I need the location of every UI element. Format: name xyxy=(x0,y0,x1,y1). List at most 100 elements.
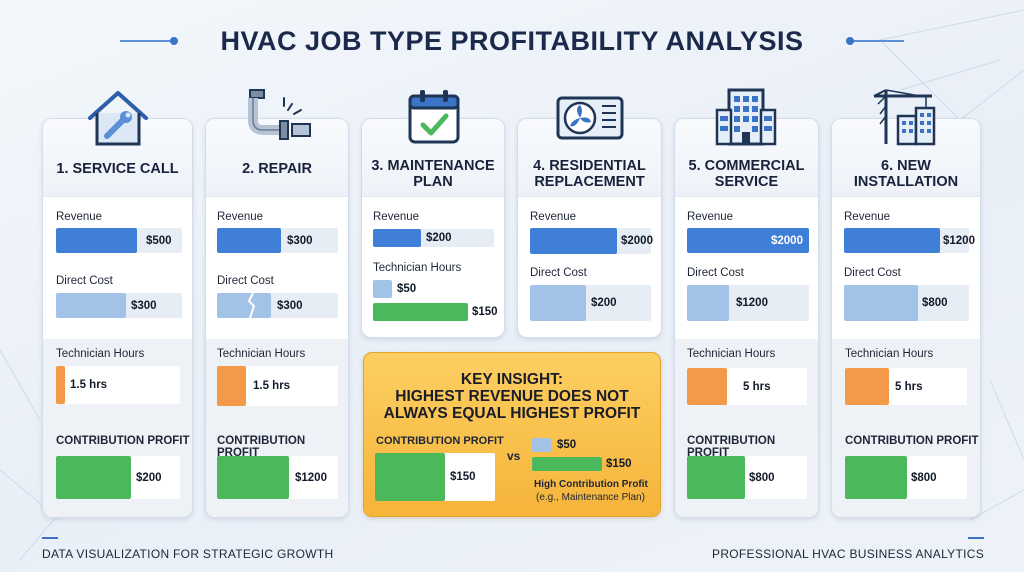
title-dot-right xyxy=(846,37,854,45)
hours-bar xyxy=(373,280,392,298)
revenue-track: $2000 xyxy=(530,228,653,254)
revenue-label: Revenue xyxy=(217,211,264,223)
page-title: HVAC JOB TYPE PROFITABILITY ANALYSIS xyxy=(220,26,804,56)
insight-title: KEY INSIGHT: HIGHEST REVENUE DOES NOT AL… xyxy=(383,371,641,422)
profit-value: $200 xyxy=(136,471,162,484)
technician-hours-label: Technician Hours xyxy=(373,262,462,274)
hours-value: 5 hrs xyxy=(743,380,771,393)
profit-label: CONTRIBUTION PROFIT xyxy=(56,435,190,447)
revenue-value: $500 xyxy=(146,234,172,247)
hours-track: $50 xyxy=(373,280,494,298)
revenue-label: Revenue xyxy=(844,211,891,223)
footer-right: PROFESSIONAL HVAC BUSINESS ANALYTICS xyxy=(712,547,984,561)
profit-bar xyxy=(373,303,468,321)
title-rule-right xyxy=(852,40,904,42)
title-wrap: HVAC JOB TYPE PROFITABILITY ANALYSIS xyxy=(0,26,1024,57)
direct-cost-value: $300 xyxy=(131,299,157,312)
revenue-track: $300 xyxy=(217,228,338,253)
profit-bar xyxy=(217,456,289,499)
hours-bar xyxy=(845,368,889,405)
profit-bar xyxy=(56,456,131,499)
crane-building-icon xyxy=(873,89,936,146)
pipe-icon xyxy=(248,89,311,140)
card-title: 3. MAINTENANCE PLAN xyxy=(371,158,495,190)
footer-rule-right xyxy=(968,537,984,539)
insight-profit-value: $150 xyxy=(450,471,476,483)
insight-small-bar-1 xyxy=(532,438,551,452)
revenue-label: Revenue xyxy=(687,211,734,223)
profit-bar xyxy=(845,456,907,499)
hours-value: $50 xyxy=(397,283,417,295)
profit-track: $150 xyxy=(373,303,498,321)
hours-bar xyxy=(56,366,65,404)
revenue-label: Revenue xyxy=(530,211,577,223)
technician-hours-label: Technician Hours xyxy=(687,348,776,360)
revenue-bar xyxy=(844,228,940,253)
revenue-bar xyxy=(687,228,809,253)
crack-icon xyxy=(247,293,256,318)
card-title: 2. REPAIR xyxy=(242,161,312,177)
hours-track: 5 hrs xyxy=(845,368,967,405)
calendar-check-icon xyxy=(408,90,460,144)
direct-cost-track: $1200 xyxy=(687,285,809,321)
insight-profit-track: $150 xyxy=(375,453,495,501)
profit-value: $150 xyxy=(472,306,498,318)
card-title: 4. RESIDENTIAL REPLACEMENT xyxy=(533,158,646,190)
revenue-value: $200 xyxy=(426,232,452,244)
revenue-label: Revenue xyxy=(56,211,103,223)
hours-track: 1.5 hrs xyxy=(217,366,338,406)
insight-small-value-1: $50 xyxy=(557,439,577,451)
revenue-value: $2000 xyxy=(771,234,803,247)
direct-cost-label: Direct Cost xyxy=(844,267,901,279)
hours-value: 1.5 hrs xyxy=(70,379,108,391)
insight-profit-bar xyxy=(375,453,445,501)
insight-small-track-1: $50 xyxy=(532,438,652,452)
revenue-bar xyxy=(373,229,421,247)
technician-hours-label: Technician Hours xyxy=(217,348,306,360)
profit-bar xyxy=(687,456,745,499)
ac-unit-icon xyxy=(556,96,624,140)
revenue-track: $2000 xyxy=(687,228,809,253)
direct-cost-value: $1200 xyxy=(736,297,768,309)
direct-cost-value: $800 xyxy=(922,297,948,309)
card-title: 6. NEW INSTALLATION xyxy=(853,158,959,190)
insight-small-value-2: $150 xyxy=(606,458,632,470)
direct-cost-bar xyxy=(217,293,271,318)
profit-label: CONTRIBUTION PROFIT xyxy=(845,435,979,447)
revenue-value: $2000 xyxy=(621,235,653,247)
profit-value: $1200 xyxy=(295,471,327,484)
title-dot-left xyxy=(170,37,178,45)
hours-value: 5 hrs xyxy=(895,380,923,393)
hours-bar xyxy=(217,366,246,406)
revenue-track: $500 xyxy=(56,228,182,253)
profit-track: $200 xyxy=(56,456,180,499)
revenue-track: $1200 xyxy=(844,228,975,253)
profit-value: $800 xyxy=(911,471,937,484)
card-title: 5. COMMERCIAL SERVICE xyxy=(688,158,805,190)
card-new-installation: 6. NEW INSTALLATION Revenue $1200 Direct… xyxy=(831,118,981,518)
direct-cost-track: $200 xyxy=(530,285,651,321)
direct-cost-label: Direct Cost xyxy=(530,267,587,279)
direct-cost-track: $300 xyxy=(56,293,182,318)
insight-profit-label: CONTRIBUTION PROFIT xyxy=(376,435,504,447)
revenue-bar xyxy=(530,228,617,254)
insight-small-bar-2 xyxy=(532,457,602,471)
technician-hours-label: Technician Hours xyxy=(56,348,145,360)
card-commercial-service: 5. COMMERCIAL SERVICE Revenue $2000 Dire… xyxy=(674,118,819,518)
revenue-label: Revenue xyxy=(373,211,420,223)
card-service-call: 1. SERVICE CALL Revenue $500 Direct Cost… xyxy=(42,118,193,518)
hours-track: 5 hrs xyxy=(687,368,807,405)
card-maintenance-plan: 3. MAINTENANCE PLAN Revenue $200 Technic… xyxy=(361,118,505,338)
key-insight-box: KEY INSIGHT: HIGHEST REVENUE DOES NOT AL… xyxy=(363,352,661,517)
direct-cost-bar xyxy=(844,285,918,321)
footer-rule-left xyxy=(42,537,58,539)
profit-track: $1200 xyxy=(217,456,338,499)
hours-track: 1.5 hrs xyxy=(56,366,180,404)
direct-cost-bar xyxy=(530,285,586,321)
direct-cost-label: Direct Cost xyxy=(687,267,744,279)
card-repair: 2. REPAIR Revenue $300 Direct Cost $300 … xyxy=(205,118,349,518)
vs-label: vs xyxy=(507,449,521,463)
insight-small-track-2: $150 xyxy=(532,457,652,471)
direct-cost-track: $800 xyxy=(844,285,969,321)
revenue-value: $300 xyxy=(287,234,313,247)
